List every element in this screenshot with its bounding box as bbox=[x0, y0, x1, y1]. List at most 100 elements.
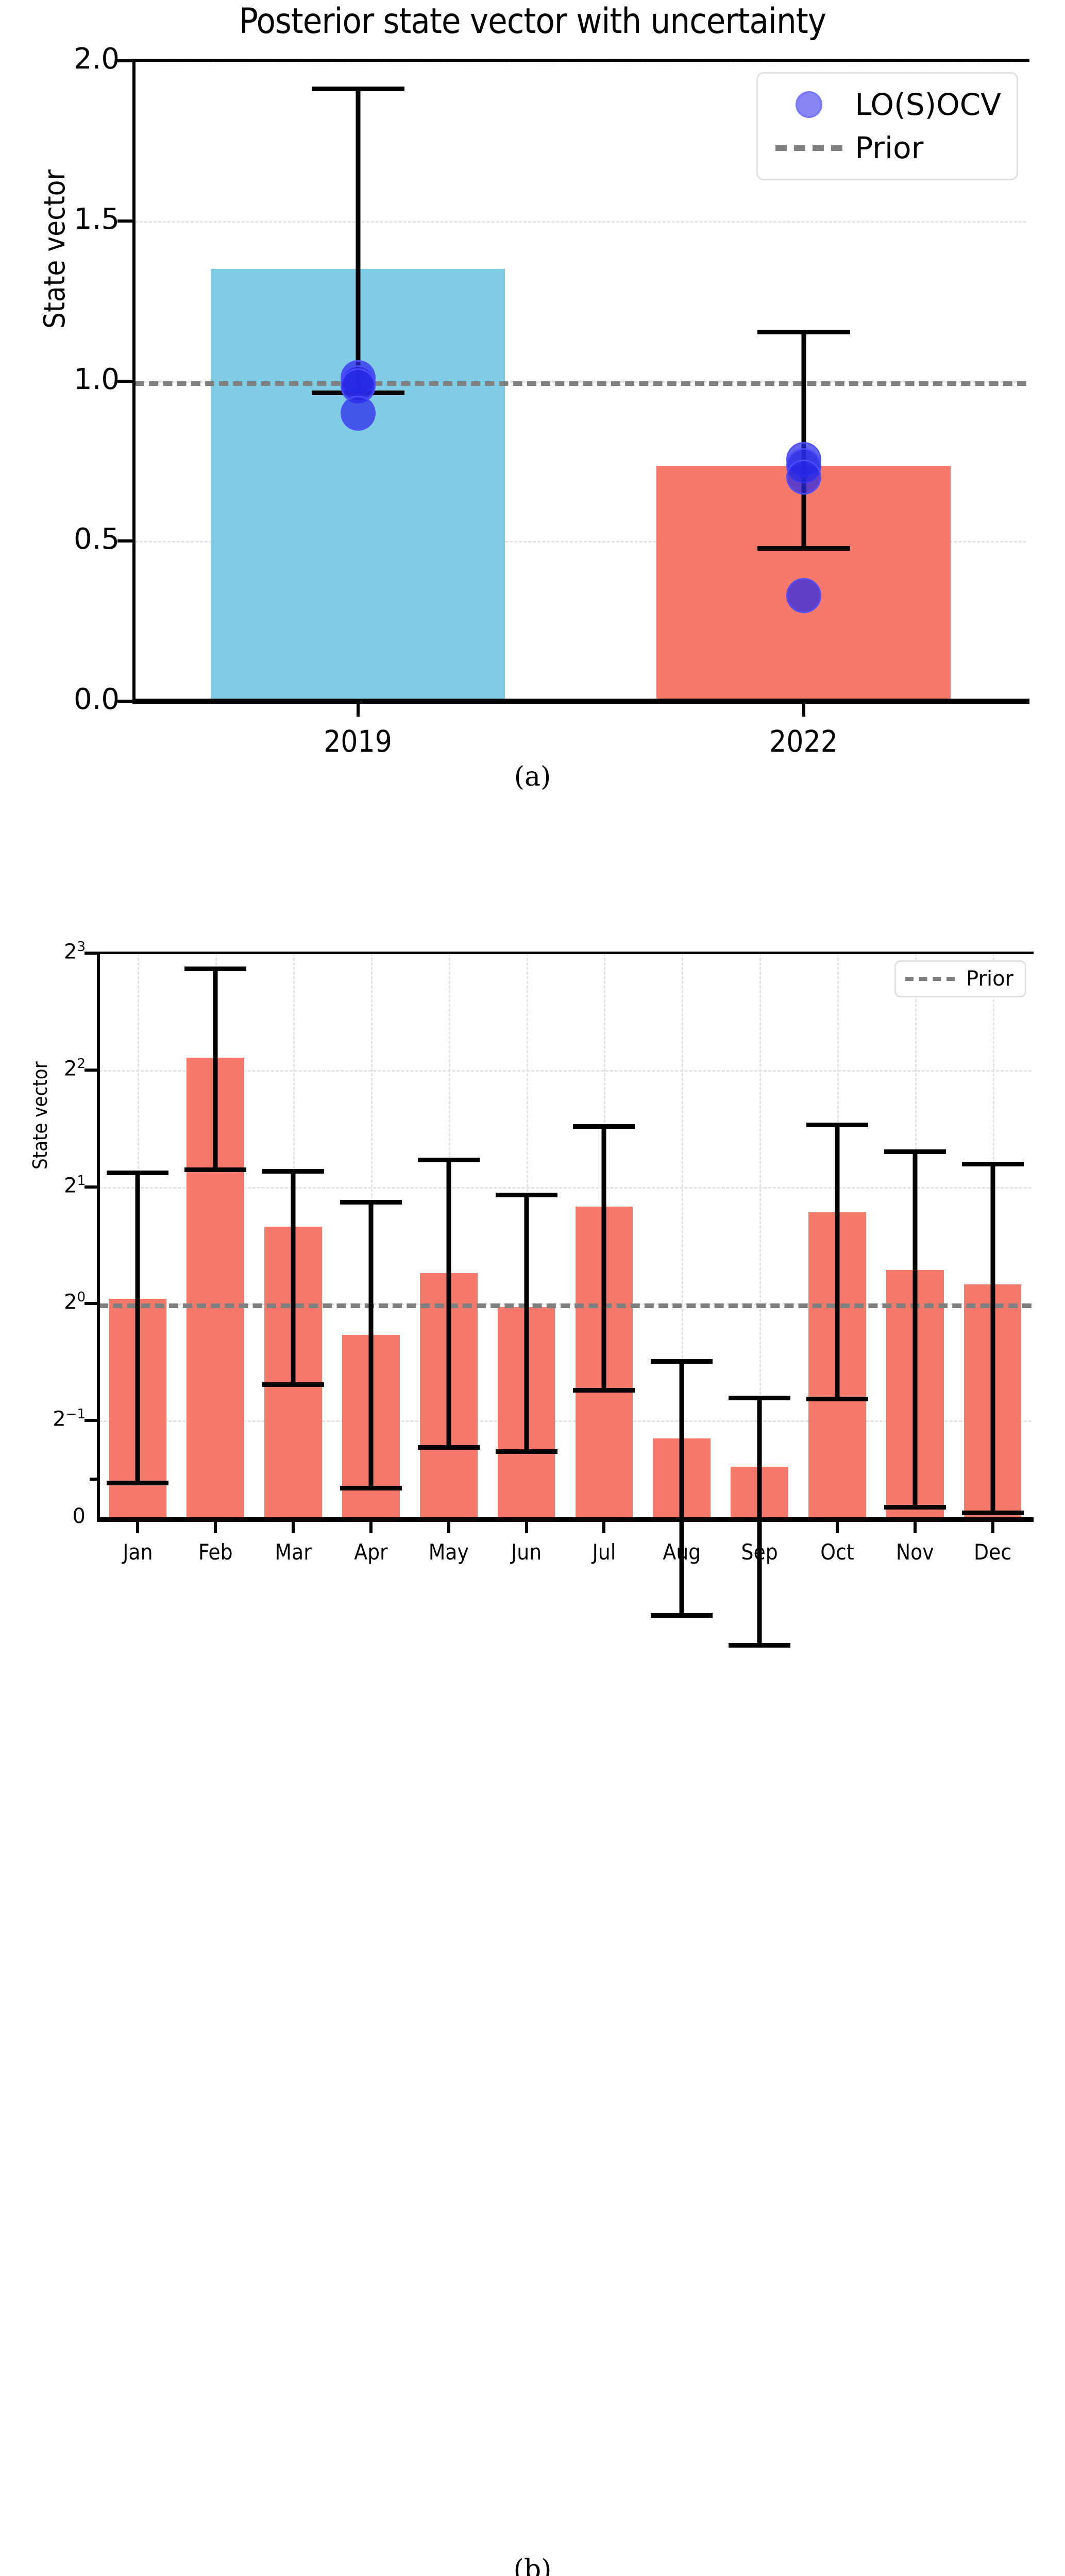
error-bar bbox=[757, 330, 850, 551]
error-bar bbox=[340, 1200, 402, 1491]
x-tick-label: Feb bbox=[198, 1539, 233, 1565]
y-tick-mark bbox=[84, 1068, 97, 1072]
dashed-line-icon bbox=[770, 145, 848, 151]
x-tick-label: Dec bbox=[974, 1539, 1012, 1565]
panel-a: Posterior state vector with uncertainty … bbox=[0, 0, 1065, 845]
y-axis-spine-a bbox=[132, 61, 136, 701]
y-tick-label: 2.0 bbox=[73, 42, 120, 76]
top-spine-a bbox=[132, 59, 1029, 62]
y-tick-mark bbox=[117, 700, 133, 703]
error-bar bbox=[961, 1162, 1024, 1516]
y-tick-mark bbox=[117, 59, 133, 62]
error-bar bbox=[417, 1157, 480, 1450]
legend-label-losocv: LO(S)OCV bbox=[855, 87, 1001, 122]
x-tick-mark bbox=[356, 701, 360, 717]
error-bar bbox=[262, 1169, 325, 1387]
y-tick-mark bbox=[84, 1419, 97, 1422]
legend-item-losocv: LO(S)OCV bbox=[770, 83, 1001, 126]
gridline bbox=[99, 1070, 1032, 1072]
panel-a-plot-area: 0.0 0.5 1.0 1.5 2.0 2019 2022 State vector LO… bbox=[38, 42, 1029, 759]
error-bar bbox=[311, 86, 404, 396]
x-tick-mark bbox=[680, 1520, 684, 1533]
y-tick-label: 23 bbox=[64, 939, 86, 964]
x-tick-label: Jan bbox=[123, 1539, 153, 1565]
error-bar bbox=[806, 1122, 868, 1402]
y-axis-zero-label: 0 bbox=[72, 1504, 86, 1528]
gridline bbox=[99, 1420, 1032, 1422]
x-tick-label: Aug bbox=[663, 1539, 701, 1565]
y-tick-mark bbox=[84, 1185, 97, 1189]
panel-a-legend: LO(S)OCV Prior bbox=[756, 72, 1018, 180]
x-tick-mark bbox=[369, 1520, 373, 1533]
scatter-point bbox=[786, 578, 821, 613]
x-tick-mark bbox=[447, 1520, 450, 1533]
x-tick-mark bbox=[292, 1520, 295, 1533]
x-tick-mark bbox=[991, 1520, 994, 1533]
x-tick-label: Sep bbox=[741, 1539, 778, 1565]
panel-b-legend: Prior bbox=[894, 960, 1026, 997]
error-bar bbox=[495, 1193, 557, 1454]
panel-a-y-axis-label: State vector bbox=[38, 169, 72, 329]
legend-label-prior: Prior bbox=[855, 130, 924, 165]
dashed-line-icon bbox=[905, 977, 955, 981]
y-tick-mark bbox=[117, 539, 133, 543]
x-tick-label: May bbox=[428, 1539, 469, 1565]
y-tick-mark bbox=[84, 1302, 97, 1306]
error-bar bbox=[573, 1124, 635, 1393]
gridline bbox=[135, 541, 1026, 543]
y-axis-spine-b bbox=[97, 953, 100, 1520]
panel-a-caption: (a) bbox=[514, 761, 551, 792]
x-tick-mark bbox=[835, 1520, 839, 1533]
gridline bbox=[99, 1187, 1032, 1189]
error-bar bbox=[651, 1359, 713, 1618]
y-tick-label: 1.0 bbox=[73, 362, 120, 396]
y-tick-label: 1.5 bbox=[73, 202, 120, 236]
plot-background bbox=[99, 953, 1032, 1520]
x-tick-label: Mar bbox=[275, 1539, 312, 1565]
gridline-vertical bbox=[682, 953, 684, 1520]
x-tick-mark bbox=[758, 1520, 762, 1533]
y-tick-mark bbox=[84, 952, 97, 955]
legend-label-prior: Prior bbox=[966, 967, 1013, 991]
y-tick-mark bbox=[117, 379, 133, 383]
error-bar bbox=[107, 1171, 169, 1486]
y-tick-mark bbox=[117, 219, 133, 223]
panel-b: 23 22 21 20 2−1 0 Jan Feb Mar Apr May Jun Jul Aug Sep… bbox=[0, 871, 1065, 2576]
x-tick-mark bbox=[214, 1520, 217, 1533]
y-tick-label: 22 bbox=[64, 1056, 86, 1081]
x-tick-label: Jul bbox=[592, 1539, 616, 1565]
panel-b-caption: (b) bbox=[513, 2554, 552, 2576]
gridline bbox=[135, 221, 1026, 223]
x-tick-label: 2022 bbox=[769, 724, 838, 759]
x-tick-label: Apr bbox=[354, 1539, 388, 1565]
y-tick-label: 2−1 bbox=[53, 1406, 86, 1431]
error-bar bbox=[184, 966, 247, 1173]
legend-item-prior: Prior bbox=[770, 126, 1001, 170]
y-tick-label: 21 bbox=[64, 1173, 86, 1197]
error-bar bbox=[884, 1149, 946, 1510]
y-tick-label: 20 bbox=[64, 1290, 86, 1314]
y-tick-label: 0.5 bbox=[73, 522, 120, 556]
scatter-point bbox=[340, 395, 376, 431]
gridline-vertical bbox=[759, 953, 762, 1520]
top-spine-b bbox=[97, 952, 1034, 954]
x-tick-label: Jun bbox=[511, 1539, 542, 1565]
x-axis-spine-b bbox=[97, 1517, 1034, 1522]
x-tick-mark bbox=[913, 1520, 917, 1533]
circle-marker-icon bbox=[770, 91, 848, 118]
x-tick-mark bbox=[525, 1520, 528, 1533]
panel-b-plot-area: 23 22 21 20 2−1 0 Jan Feb Mar Apr May Jun Jul Aug Sep… bbox=[29, 939, 1034, 1648]
x-tick-mark bbox=[602, 1520, 606, 1533]
y-tick-label: 0.0 bbox=[73, 683, 120, 716]
x-axis-spine-a bbox=[132, 699, 1029, 704]
x-tick-label: Nov bbox=[895, 1539, 934, 1565]
x-tick-mark bbox=[136, 1520, 140, 1533]
panel-b-y-axis-label: State vector bbox=[29, 1061, 52, 1170]
y-minor-tick-mark bbox=[90, 1477, 98, 1481]
x-tick-mark bbox=[802, 701, 805, 717]
panel-a-title: Posterior state vector with uncertainty bbox=[239, 1, 826, 42]
prior-line bbox=[135, 381, 1026, 386]
prior-line bbox=[99, 1303, 1032, 1309]
scatter-point bbox=[786, 459, 821, 495]
